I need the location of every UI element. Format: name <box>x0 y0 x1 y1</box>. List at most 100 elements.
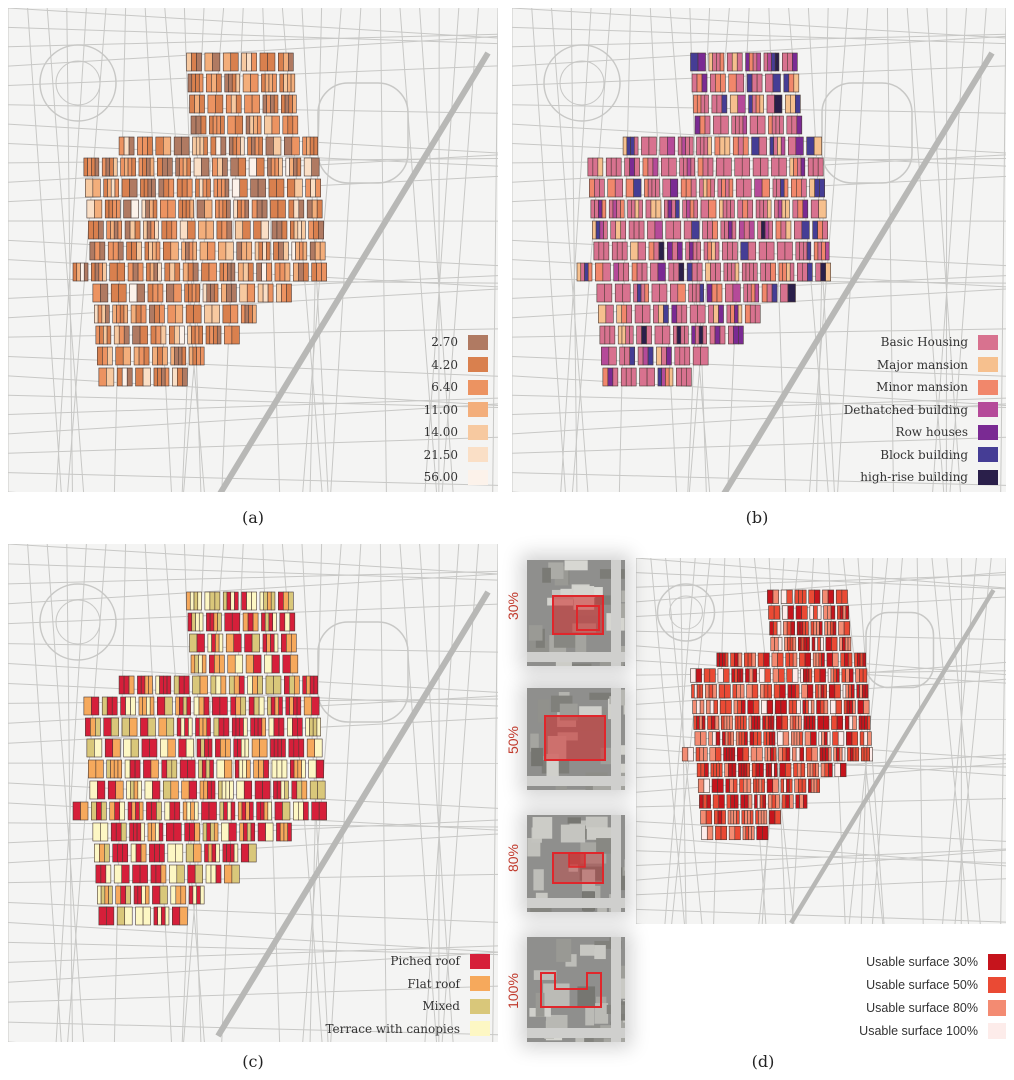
parcel <box>113 325 120 345</box>
parcel <box>642 157 649 177</box>
parcel <box>239 178 248 198</box>
parcel <box>743 178 752 198</box>
parcel <box>297 220 302 240</box>
parcel <box>668 262 675 282</box>
parcel <box>608 199 614 219</box>
legend-item: 56.00 <box>424 468 488 486</box>
parcel <box>738 115 744 135</box>
parcel <box>839 605 844 620</box>
parcel <box>634 136 639 156</box>
parcel <box>228 675 235 695</box>
parcel <box>709 668 716 683</box>
parcel <box>713 762 717 778</box>
parcel <box>153 906 158 926</box>
parcel <box>726 52 733 72</box>
parcel <box>238 675 245 695</box>
parcel <box>717 810 723 825</box>
parcel <box>744 731 748 746</box>
parcel <box>753 262 758 282</box>
parcel <box>746 762 751 778</box>
parcel <box>100 822 109 842</box>
parcel <box>792 747 797 762</box>
parcel <box>289 675 295 695</box>
parcel <box>155 864 162 884</box>
parcel <box>199 136 205 156</box>
parcel <box>90 717 96 737</box>
parcel <box>796 762 802 778</box>
parcel <box>851 731 858 746</box>
parcel <box>787 684 792 699</box>
parcel <box>155 136 164 156</box>
parcel <box>110 220 115 240</box>
parcel <box>696 262 703 282</box>
parcel <box>694 731 701 746</box>
parcel <box>109 801 116 821</box>
parcel <box>657 367 662 387</box>
parcel <box>107 780 117 800</box>
parcel <box>179 157 184 177</box>
parcel <box>753 731 758 746</box>
parcel <box>185 843 194 863</box>
parcel <box>182 262 189 282</box>
parcel <box>681 136 686 156</box>
parcel <box>254 136 260 156</box>
parcel <box>311 199 318 219</box>
parcel <box>198 325 203 345</box>
parcel <box>249 801 254 821</box>
parcel <box>799 652 806 667</box>
parcel <box>176 864 185 884</box>
parcel <box>615 157 622 177</box>
parcel <box>668 367 674 387</box>
legend-item: Usable surface 50% <box>866 976 1006 994</box>
parcel <box>723 668 730 683</box>
parcel <box>105 864 112 884</box>
parcel <box>155 241 161 261</box>
parcel <box>202 822 208 842</box>
parcel <box>187 864 196 884</box>
parcel <box>700 762 705 778</box>
parcel <box>691 684 695 699</box>
parcel <box>178 346 183 366</box>
parcel <box>243 780 253 800</box>
parcel <box>225 780 230 800</box>
parcel <box>112 843 119 863</box>
parcel <box>248 843 257 863</box>
parcel <box>730 731 734 746</box>
parcel <box>146 262 151 282</box>
parcel <box>230 843 235 863</box>
parcel <box>240 738 246 758</box>
parcel <box>270 696 276 716</box>
parcel <box>651 178 656 198</box>
parcel <box>717 778 724 793</box>
parcel <box>731 220 737 240</box>
parcel <box>621 325 627 345</box>
parcel <box>752 157 761 177</box>
parcel <box>751 825 755 841</box>
parcel <box>801 778 807 793</box>
parcel <box>696 762 702 778</box>
parcel <box>820 699 825 715</box>
parcel <box>824 731 828 746</box>
parcel <box>773 684 781 699</box>
parcel <box>209 325 214 345</box>
parcel <box>636 262 643 282</box>
parcel <box>141 738 150 758</box>
parcel <box>694 684 698 699</box>
parcel <box>86 738 95 758</box>
parcel <box>775 115 781 135</box>
parcel <box>759 762 764 778</box>
parcel <box>731 262 736 282</box>
parcel <box>710 73 716 93</box>
parcel <box>97 885 102 905</box>
parcel <box>152 199 158 219</box>
parcel <box>128 675 135 695</box>
parcel <box>113 759 119 779</box>
parcel <box>195 136 201 156</box>
parcel <box>644 178 649 198</box>
parcel <box>722 731 726 746</box>
parcel <box>192 136 197 156</box>
parcel <box>675 199 680 219</box>
parcel <box>227 115 236 135</box>
parcel <box>703 136 709 156</box>
legend-label: Minor mansion <box>876 380 968 394</box>
